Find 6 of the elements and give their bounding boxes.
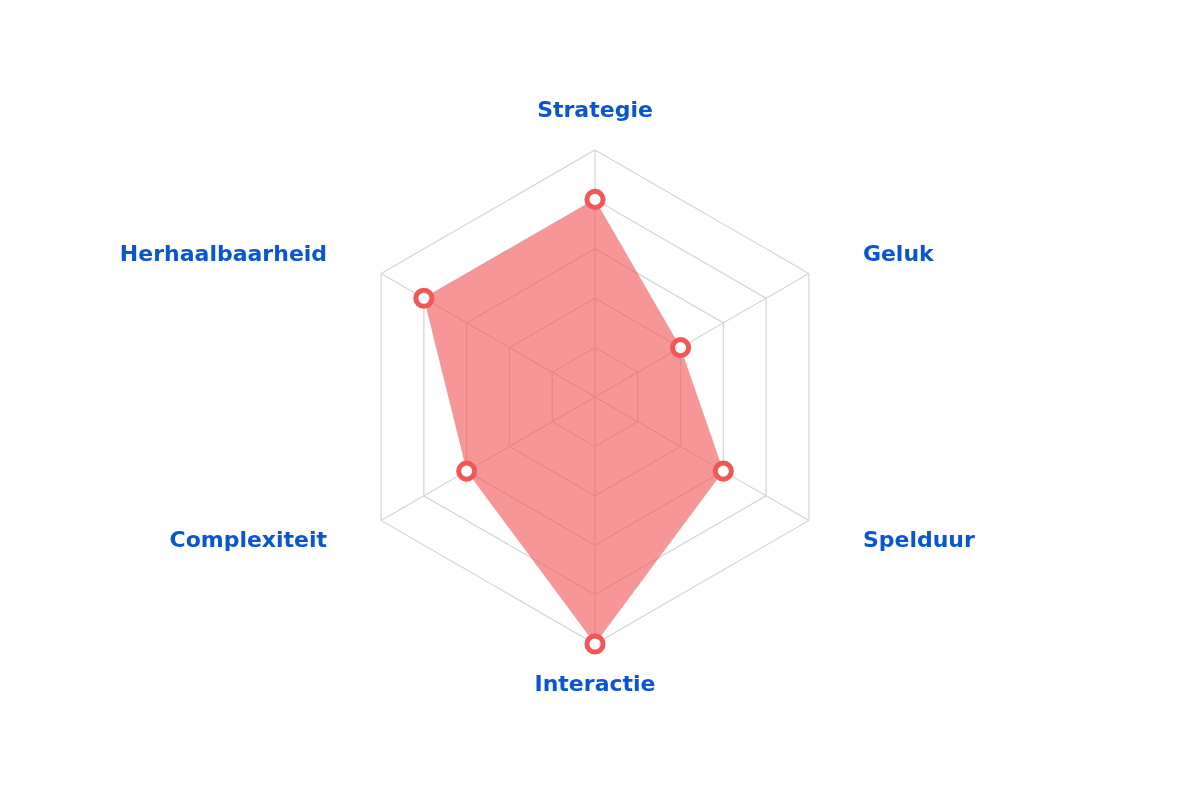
spoke-label: Complexiteit (169, 527, 328, 553)
spoke-label: Strategie (537, 97, 653, 123)
spoke-label: Geluk (862, 240, 936, 266)
spoke-label: Interactie (534, 670, 656, 696)
spoke-label: Spelduur (862, 527, 976, 553)
spoke-label: Herhaalbaarheid (119, 240, 328, 266)
